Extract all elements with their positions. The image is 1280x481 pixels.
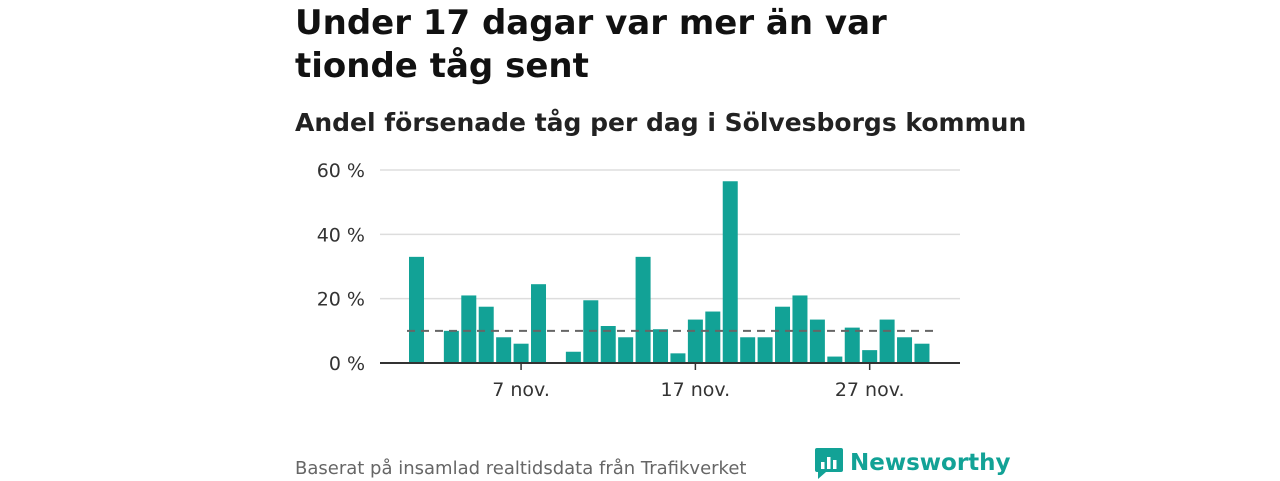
x-tick-label: 7 nov. — [492, 379, 550, 401]
x-tick-label: 17 nov. — [661, 379, 731, 401]
newsworthy-logo-icon — [815, 448, 843, 479]
bar — [792, 295, 808, 363]
y-tick-label: 20 % — [317, 289, 365, 311]
bar — [565, 351, 581, 363]
bar — [879, 319, 895, 363]
bar — [775, 306, 791, 363]
bar — [600, 326, 616, 363]
bar — [809, 319, 825, 363]
bar — [531, 284, 547, 363]
x-tick-label: 27 nov. — [835, 379, 905, 401]
bar — [705, 311, 721, 363]
bar — [862, 350, 878, 363]
chart-title: Under 17 dagar var mer än var tionde tåg… — [295, 3, 887, 86]
bar — [897, 337, 913, 363]
bar — [461, 295, 477, 363]
chart-subtitle: Andel försenade tåg per dag i Sölvesborg… — [295, 108, 1027, 137]
bar — [653, 329, 669, 363]
brand-name: Newsworthy — [850, 450, 1011, 476]
bar — [844, 327, 860, 363]
bar — [513, 343, 529, 363]
bar — [670, 353, 686, 363]
bar — [478, 306, 494, 363]
y-tick-label: 0 % — [329, 353, 365, 375]
y-tick-label: 40 % — [317, 224, 365, 246]
bar — [740, 337, 756, 363]
bar — [443, 330, 459, 363]
bar — [496, 337, 512, 363]
bar — [635, 256, 651, 363]
bar — [827, 356, 843, 363]
bar — [757, 337, 773, 363]
bar — [409, 256, 424, 363]
y-tick-label: 60 % — [317, 160, 365, 182]
bar — [722, 181, 738, 363]
brand-logo[interactable]: Newsworthy — [814, 446, 1011, 480]
source-note: Baserat på insamlad realtidsdata från Tr… — [295, 458, 747, 479]
bar — [914, 343, 930, 363]
bar — [618, 337, 634, 363]
bar — [687, 319, 703, 363]
